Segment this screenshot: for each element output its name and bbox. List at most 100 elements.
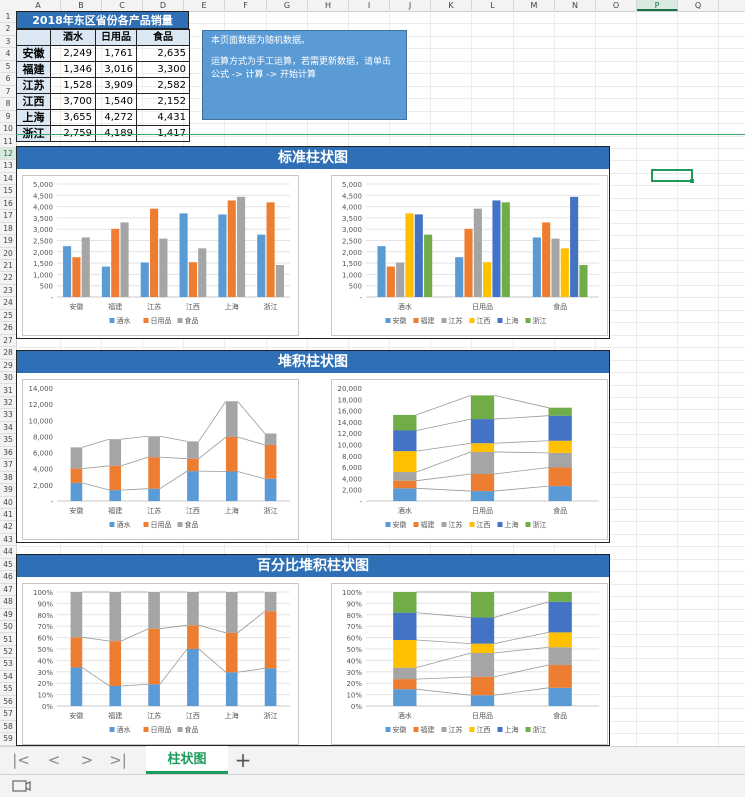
row-header-31[interactable]: 31: [0, 385, 16, 397]
table-row-label[interactable]: 安徽: [16, 45, 51, 62]
row-header-35[interactable]: 35: [0, 434, 16, 446]
row-header-47[interactable]: 47: [0, 584, 16, 596]
row-header-24[interactable]: 24: [0, 297, 16, 309]
column-header-P[interactable]: P: [637, 0, 678, 11]
table-cell[interactable]: 1,528: [50, 77, 96, 94]
row-header-11[interactable]: 11: [0, 136, 16, 148]
table-cell[interactable]: 1,761: [95, 45, 137, 62]
row-header-26[interactable]: 26: [0, 322, 16, 334]
prev-sheet-icon[interactable]: <: [43, 751, 65, 769]
table-title[interactable]: 2018年东区省份各产品销量: [16, 11, 189, 29]
row-header-44[interactable]: 44: [0, 546, 16, 558]
table-header-cell[interactable]: 食品: [136, 29, 190, 46]
table-cell[interactable]: 3,909: [95, 77, 137, 94]
table-row-label[interactable]: 江西: [16, 93, 51, 110]
row-header-7[interactable]: 7: [0, 86, 16, 98]
row-header-40[interactable]: 40: [0, 497, 16, 509]
info-note-box[interactable]: 本页面数据为随机数据。 运算方式为手工运算，若需更新数据，请单击公式 -> 计算…: [202, 30, 407, 120]
column-header-E[interactable]: E: [184, 0, 225, 11]
table-cell[interactable]: 3,655: [50, 109, 96, 126]
table-cell[interactable]: 3,300: [136, 61, 190, 78]
row-header-21[interactable]: 21: [0, 260, 16, 272]
row-header-28[interactable]: 28: [0, 347, 16, 359]
row-header-51[interactable]: 51: [0, 634, 16, 646]
row-header-27[interactable]: 27: [0, 335, 16, 347]
row-header-42[interactable]: 42: [0, 521, 16, 533]
column-header-H[interactable]: H: [308, 0, 349, 11]
row-header-38[interactable]: 38: [0, 472, 16, 484]
table-header-cell[interactable]: 酒水: [50, 29, 96, 46]
row-header-3[interactable]: 3: [0, 36, 16, 48]
row-header-32[interactable]: 32: [0, 397, 16, 409]
column-header-L[interactable]: L: [472, 0, 514, 11]
table-row-label[interactable]: 上海: [16, 109, 51, 126]
column-header-D[interactable]: D: [143, 0, 184, 11]
last-sheet-icon[interactable]: >|: [107, 751, 129, 769]
column-header-F[interactable]: F: [225, 0, 267, 11]
table-cell[interactable]: 2,582: [136, 77, 190, 94]
row-header-56[interactable]: 56: [0, 696, 16, 708]
row-header-50[interactable]: 50: [0, 621, 16, 633]
row-header-22[interactable]: 22: [0, 272, 16, 284]
table-cell[interactable]: 2,152: [136, 93, 190, 110]
sheet-tab-active[interactable]: 柱状图: [146, 746, 228, 774]
row-header-54[interactable]: 54: [0, 671, 16, 683]
row-header-13[interactable]: 13: [0, 160, 16, 172]
column-header-A[interactable]: A: [16, 0, 61, 11]
row-header-8[interactable]: 8: [0, 98, 16, 110]
table-row-label[interactable]: 江苏: [16, 77, 51, 94]
row-header-25[interactable]: 25: [0, 310, 16, 322]
chart-percent-by-product[interactable]: 0%10%20%30%40%50%60%70%80%90%100%酒水日用品食品…: [331, 583, 608, 745]
column-header-I[interactable]: I: [349, 0, 390, 11]
chart-percent-by-region[interactable]: 0%10%20%30%40%50%60%70%80%90%100%安徽福建江苏江…: [22, 583, 299, 745]
row-header-41[interactable]: 41: [0, 509, 16, 521]
table-cell[interactable]: 1,346: [50, 61, 96, 78]
row-header-30[interactable]: 30: [0, 372, 16, 384]
table-cell[interactable]: 3,016: [95, 61, 137, 78]
row-header-6[interactable]: 6: [0, 73, 16, 85]
row-header-9[interactable]: 9: [0, 111, 16, 123]
column-header-M[interactable]: M: [514, 0, 555, 11]
row-header-58[interactable]: 58: [0, 721, 16, 733]
row-header-33[interactable]: 33: [0, 409, 16, 421]
plus-icon[interactable]: +: [232, 748, 254, 772]
row-header-55[interactable]: 55: [0, 683, 16, 695]
row-header-15[interactable]: 15: [0, 185, 16, 197]
column-header-Q[interactable]: Q: [678, 0, 719, 11]
column-header-K[interactable]: K: [431, 0, 472, 11]
row-header-59[interactable]: 59: [0, 733, 16, 745]
column-header-B[interactable]: B: [61, 0, 102, 11]
row-header-29[interactable]: 29: [0, 360, 16, 372]
row-header-49[interactable]: 49: [0, 609, 16, 621]
table-cell[interactable]: 2,635: [136, 45, 190, 62]
column-header-J[interactable]: J: [390, 0, 431, 11]
row-header-39[interactable]: 39: [0, 484, 16, 496]
table-cell[interactable]: 1,540: [95, 93, 137, 110]
row-header-16[interactable]: 16: [0, 198, 16, 210]
table-cell[interactable]: 3,700: [50, 93, 96, 110]
row-header-12[interactable]: 12: [0, 148, 16, 160]
row-header-23[interactable]: 23: [0, 285, 16, 297]
row-header-20[interactable]: 20: [0, 248, 16, 260]
row-header-19[interactable]: 19: [0, 235, 16, 247]
column-header-C[interactable]: C: [102, 0, 143, 11]
row-header-34[interactable]: 34: [0, 422, 16, 434]
next-sheet-icon[interactable]: >: [76, 751, 98, 769]
row-header-53[interactable]: 53: [0, 658, 16, 670]
row-header-1[interactable]: 1: [0, 11, 16, 23]
row-header-18[interactable]: 18: [0, 223, 16, 235]
row-header-57[interactable]: 57: [0, 708, 16, 720]
table-cell[interactable]: 4,431: [136, 109, 190, 126]
row-header-43[interactable]: 43: [0, 534, 16, 546]
table-header-cell[interactable]: 日用品: [95, 29, 137, 46]
row-header-17[interactable]: 17: [0, 210, 16, 222]
row-header-37[interactable]: 37: [0, 459, 16, 471]
row-header-52[interactable]: 52: [0, 646, 16, 658]
column-header-G[interactable]: G: [267, 0, 308, 11]
row-header-14[interactable]: 14: [0, 173, 16, 185]
row-header-5[interactable]: 5: [0, 61, 16, 73]
